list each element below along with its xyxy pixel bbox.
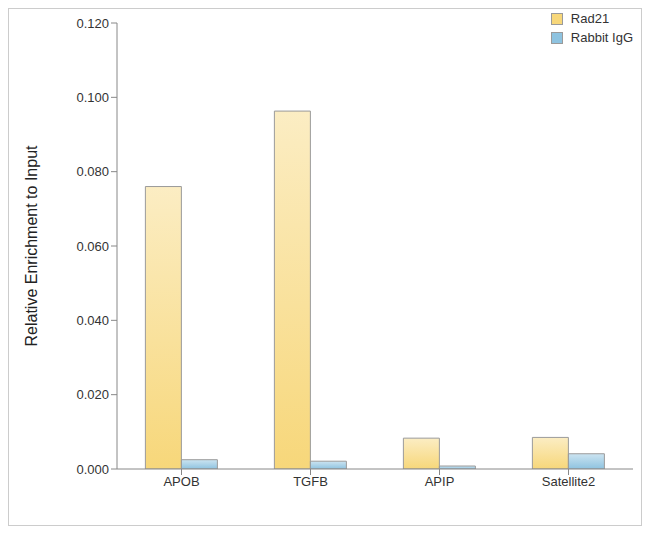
svg-text:0.120: 0.120 xyxy=(76,16,109,31)
svg-text:Satellite2: Satellite2 xyxy=(542,474,595,489)
svg-text:APIP: APIP xyxy=(425,474,455,489)
svg-text:0.040: 0.040 xyxy=(76,313,109,328)
svg-text:TGFB: TGFB xyxy=(293,474,328,489)
svg-text:APOB: APOB xyxy=(163,474,199,489)
svg-text:0.000: 0.000 xyxy=(76,462,109,477)
svg-text:0.100: 0.100 xyxy=(76,90,109,105)
svg-text:0.080: 0.080 xyxy=(76,164,109,179)
html-text:Rad21: Rad21 xyxy=(570,11,610,26)
svg-text:0.020: 0.020 xyxy=(76,387,109,402)
html-text:Rabbit IgG: Rabbit IgG xyxy=(570,30,633,45)
svg-text:Relative Enrichment to Input: Relative Enrichment to Input xyxy=(23,145,40,347)
svg-text:0.060: 0.060 xyxy=(76,239,109,254)
